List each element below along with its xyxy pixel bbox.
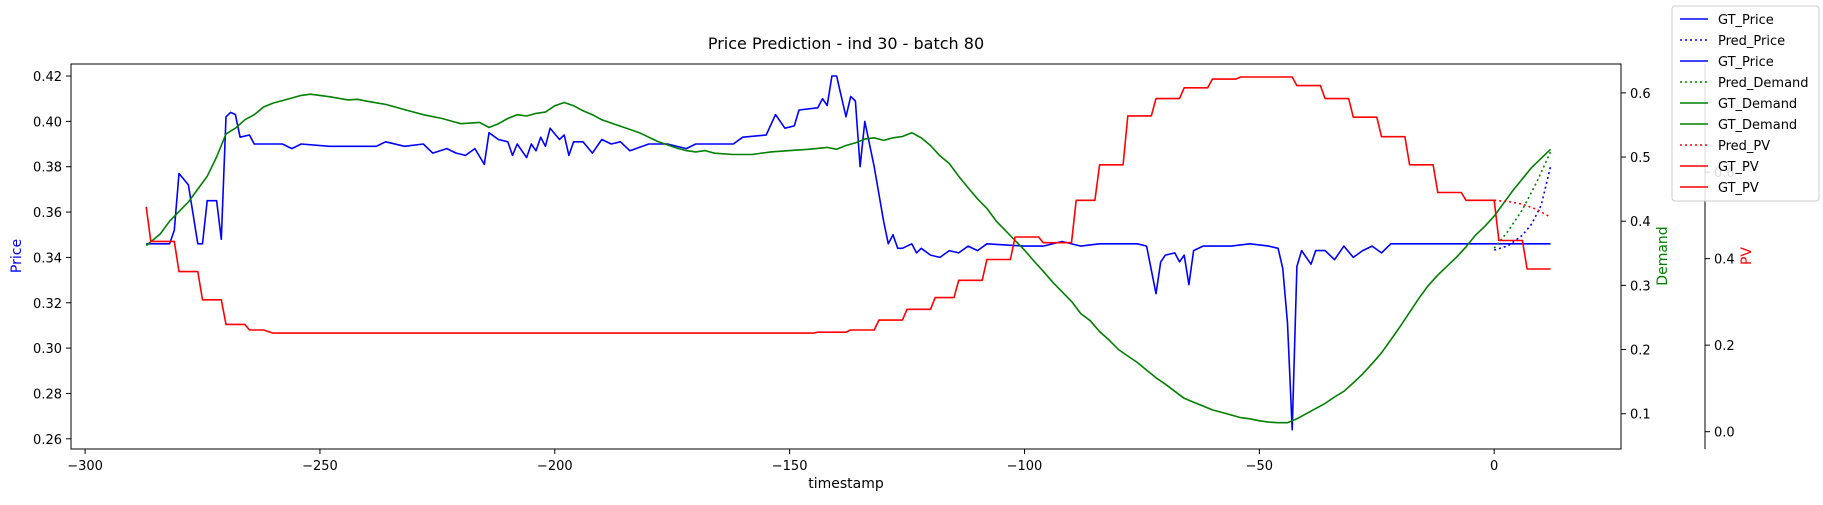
pv-tick-label: 0.0 [1714, 426, 1735, 441]
series-line-pred-demand [1493, 151, 1552, 249]
legend-label: GT_Price [1718, 55, 1774, 70]
legend-label: GT_Price [1718, 13, 1774, 28]
x-tick-label: −200 [537, 459, 573, 474]
price-tick-label: 0.36 [33, 206, 62, 221]
price-tick-label: 0.38 [33, 161, 62, 176]
legend-label: GT_Demand [1718, 97, 1797, 112]
legend-label: Pred_PV [1718, 139, 1770, 154]
legend-box [1671, 5, 1820, 202]
x-tick-label: −150 [772, 459, 808, 474]
legend: GT_Price Pred_Price GT_Price Pred_Demand GT_… [1671, 5, 1820, 202]
legend-label: GT_Demand [1718, 118, 1797, 133]
price-tick-label: 0.30 [33, 342, 62, 357]
price-axis: 0.26 0.28 0.30 0.32 0.34 0.36 0.38 0.40 0.42 [33, 70, 71, 448]
x-axis: −300 −250 −200 −150 −100 −50 0 [67, 449, 1498, 474]
demand-tick-label: 0.3 [1630, 279, 1651, 294]
demand-tick-label: 0.5 [1630, 151, 1651, 166]
price-tick-label: 0.32 [33, 297, 62, 312]
x-tick-label: −100 [1007, 459, 1043, 474]
series-group [145, 75, 1552, 431]
plot-frame [70, 63, 1622, 450]
series-line-gt-demand [145, 93, 1552, 424]
price-tick-label: 0.34 [33, 251, 62, 266]
x-tick-label: −50 [1246, 459, 1273, 474]
pv-tick-label: 0.4 [1714, 253, 1735, 268]
plot-area [145, 75, 1552, 431]
price-tick-label: 0.40 [33, 115, 62, 130]
demand-axis: 0.1 0.2 0.3 0.4 0.5 0.6 [1621, 87, 1651, 423]
x-tick-label: 0 [1490, 459, 1498, 474]
x-tick-label: −300 [67, 459, 103, 474]
demand-tick-label: 0.4 [1630, 215, 1651, 230]
price-tick-label: 0.42 [33, 70, 62, 85]
series-line-gt-price [146, 75, 1551, 431]
legend-label: GT_PV [1718, 181, 1759, 196]
x-tick-label: −250 [302, 459, 338, 474]
price-tick-label: 0.26 [33, 433, 62, 448]
demand-tick-label: 0.2 [1630, 344, 1651, 359]
legend-label: Pred_Demand [1718, 76, 1809, 91]
price-tick-label: 0.28 [33, 387, 62, 402]
pv-axis-label: PV [1739, 247, 1755, 265]
pv-tick-label: 0.2 [1714, 339, 1735, 354]
price-axis-label: Price [9, 239, 25, 273]
chart-title: Price Prediction - ind 30 - batch 80 [708, 34, 984, 53]
x-axis-label: timestamp [808, 476, 884, 492]
legend-label: GT_PV [1718, 160, 1759, 175]
demand-axis-label: Demand [1655, 226, 1671, 285]
series-line-gt-pv [145, 76, 1551, 334]
demand-tick-label: 0.1 [1630, 408, 1651, 423]
demand-tick-label: 0.6 [1630, 87, 1651, 102]
legend-label: Pred_Price [1718, 34, 1785, 49]
